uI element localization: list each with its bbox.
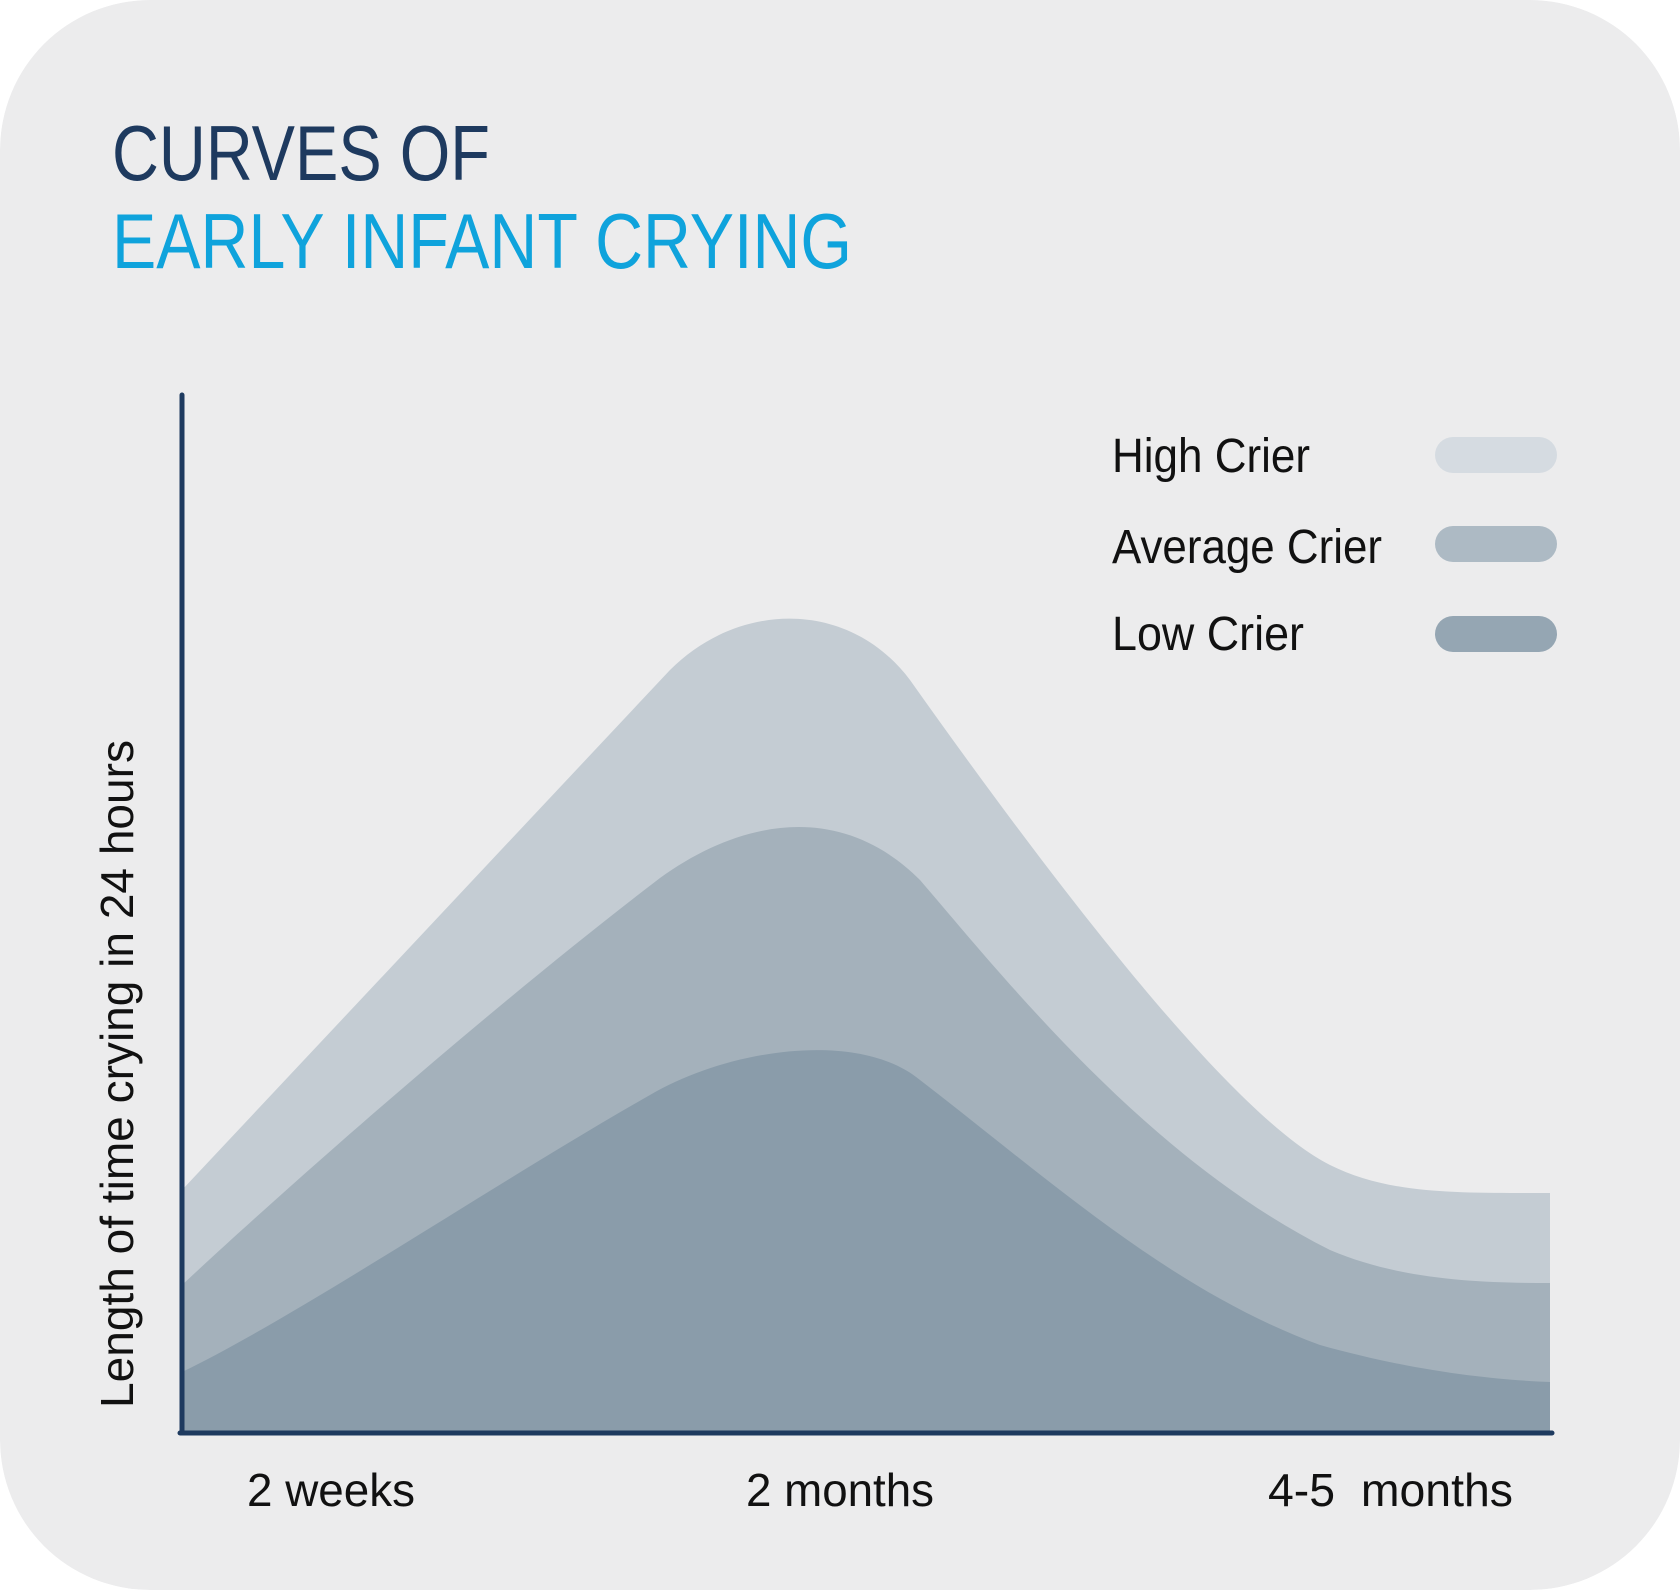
x-tick-label-2-months: 2 months [746, 1464, 934, 1516]
x-tick-label-4-5-months: 4-5 months [1268, 1464, 1513, 1516]
legend-label-high-crier: High Crier [1112, 430, 1310, 483]
legend-swatch-average-crier [1435, 526, 1557, 562]
y-axis-label: Length of time crying in 24 hours [91, 740, 143, 1408]
legend-swatch-high-crier [1435, 437, 1557, 473]
chart-title: CURVES OF [112, 109, 490, 197]
x-tick-label-2-weeks: 2 weeks [247, 1464, 415, 1516]
series-area-low-crier [182, 1050, 1550, 1433]
legend: High Crier Average Crier Low Crier [1112, 430, 1557, 661]
chart-subtitle: EARLY INFANT CRYING [112, 197, 852, 285]
legend-label-low-crier: Low Crier [1112, 608, 1304, 661]
legend-swatch-low-crier [1435, 616, 1557, 652]
legend-label-average-crier: Average Crier [1112, 521, 1382, 574]
